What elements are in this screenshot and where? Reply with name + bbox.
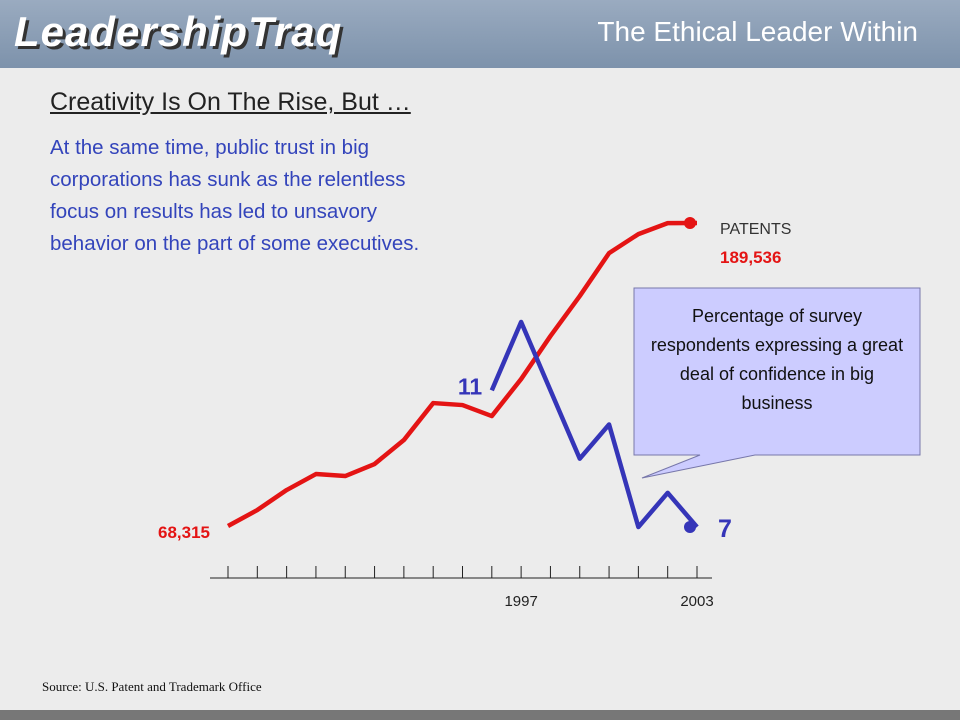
source-note: Source: U.S. Patent and Trademark Office <box>42 679 262 694</box>
callout-box <box>633 287 921 479</box>
header-title: The Ethical Leader Within <box>597 16 918 47</box>
legend-callout: Percentage of survey respondents express… <box>650 306 904 413</box>
body-text: At the same time, public trust in big co… <box>50 136 420 255</box>
data-label: 7 <box>718 515 732 543</box>
data-label: 11 <box>458 373 483 399</box>
series-line <box>226 220 698 528</box>
series-line <box>489 319 699 530</box>
header-bar: LeadershipTraq The Ethical Leader Within <box>0 0 960 68</box>
end-dot <box>684 217 696 229</box>
x-tick-label: 2003 <box>680 593 713 610</box>
data-label: 68,315 <box>158 523 210 542</box>
data-label: 189,536 <box>720 248 781 267</box>
end-dot <box>684 521 696 533</box>
logo: LeadershipTraq <box>14 8 343 55</box>
slide-heading: Creativity Is On The Rise, But … <box>50 88 411 116</box>
footer-bar <box>0 710 960 720</box>
x-tick-label: 1997 <box>504 593 537 610</box>
series-name: PATENTS <box>720 221 791 238</box>
